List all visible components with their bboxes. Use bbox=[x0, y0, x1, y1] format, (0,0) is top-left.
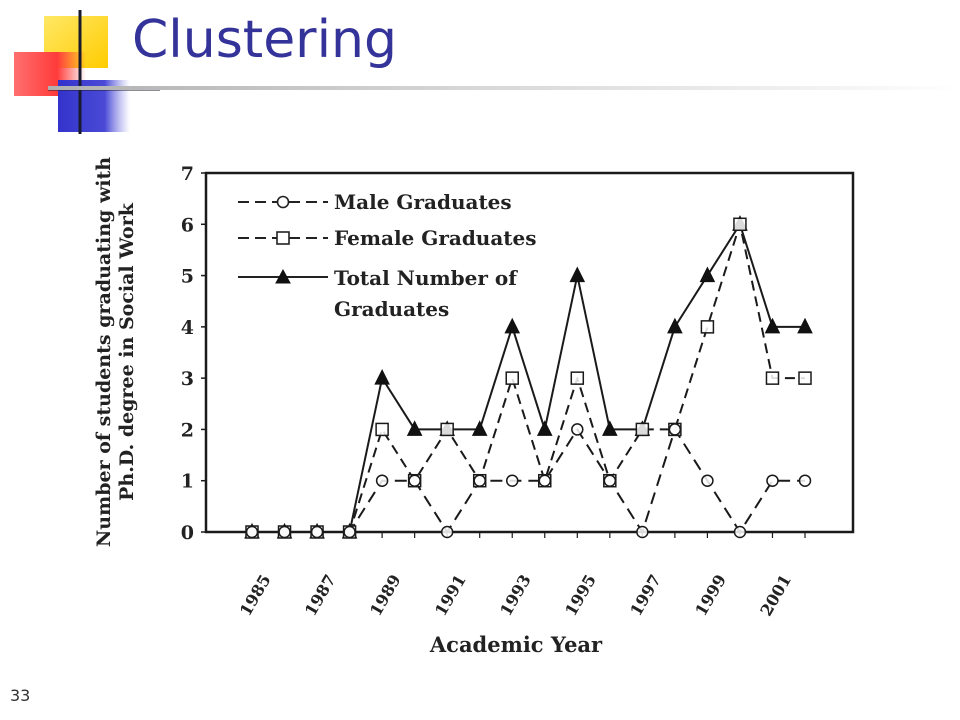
x-tick-label: 1999 bbox=[691, 571, 730, 619]
series-female-line bbox=[252, 223, 805, 533]
total-triangle-marker bbox=[699, 266, 716, 283]
male-circle-marker bbox=[668, 423, 682, 436]
y-axis-label-line2: Ph.D. degree in Social Work bbox=[116, 202, 138, 501]
x-tick-label: 1991 bbox=[431, 571, 470, 619]
male-circle-marker bbox=[701, 474, 714, 487]
slide-title: Clustering bbox=[132, 10, 397, 70]
legend-item-female: Female Graduates bbox=[238, 226, 537, 250]
y-axis-ticks: 0 1 2 3 4 5 6 7 bbox=[181, 163, 206, 544]
y-tick-label: 1 bbox=[181, 471, 194, 493]
x-tick-label: 1987 bbox=[301, 571, 340, 619]
legend-item-male: Male Graduates bbox=[238, 190, 512, 214]
y-tick-label: 7 bbox=[181, 163, 194, 185]
x-tick-label: 2001 bbox=[756, 571, 795, 619]
slide-number: 33 bbox=[10, 686, 31, 705]
female-square-marker bbox=[635, 422, 650, 437]
legend-total-triangle-marker bbox=[275, 268, 291, 284]
male-circle-marker bbox=[343, 525, 356, 539]
x-tick-label: 1993 bbox=[496, 571, 535, 619]
y-tick-label: 2 bbox=[181, 419, 194, 441]
male-circle-marker bbox=[310, 525, 324, 539]
female-square-marker bbox=[700, 320, 715, 334]
y-tick-label: 4 bbox=[181, 317, 194, 339]
female-square-marker bbox=[798, 371, 812, 385]
male-circle-marker bbox=[766, 474, 779, 487]
female-square-marker bbox=[440, 422, 454, 437]
x-tick-label: 1985 bbox=[236, 571, 275, 619]
y-tick-label: 0 bbox=[181, 522, 194, 544]
male-circle-marker bbox=[571, 423, 584, 436]
legend-male-label: Male Graduates bbox=[334, 190, 512, 214]
female-square-marker bbox=[765, 371, 780, 385]
y-tick-label: 6 bbox=[181, 214, 194, 236]
male-circle-marker bbox=[473, 474, 486, 487]
male-circle-marker bbox=[733, 525, 747, 539]
axis-labels: Number of students graduating with Ph.D.… bbox=[93, 157, 603, 657]
series-male-line bbox=[252, 428, 805, 533]
male-circle-marker bbox=[505, 474, 519, 487]
title-divider bbox=[48, 86, 960, 90]
male-circle-marker bbox=[245, 525, 259, 539]
total-triangle-marker bbox=[504, 317, 521, 334]
legend-total-label-line2: Graduates bbox=[334, 297, 449, 321]
total-triangle-marker bbox=[764, 317, 781, 334]
male-circle-marker bbox=[408, 474, 421, 487]
chart-legend: Male Graduates Female Graduates Total Nu… bbox=[238, 190, 537, 321]
graduates-line-chart: Number of students graduating with Ph.D.… bbox=[93, 157, 855, 657]
female-square-marker bbox=[375, 422, 389, 437]
female-square-marker bbox=[733, 217, 747, 232]
series-male-markers bbox=[245, 423, 812, 539]
y-tick-label: 3 bbox=[181, 368, 194, 390]
plot-area: 0 1 2 3 4 5 6 7 1985 1987 1989 1991 1993 1995 1997 1999… bbox=[181, 163, 855, 619]
x-tick-label: 1989 bbox=[366, 571, 405, 619]
female-square-marker bbox=[570, 371, 585, 385]
total-triangle-marker bbox=[406, 420, 423, 436]
y-axis-label-line1: Number of students graduating with bbox=[93, 157, 115, 547]
x-tick-label: 1995 bbox=[561, 571, 600, 619]
total-triangle-marker bbox=[797, 317, 813, 334]
legend-item-total: Total Number of Graduates bbox=[238, 266, 518, 321]
x-tick-label: 1997 bbox=[626, 571, 665, 619]
total-triangle-marker bbox=[569, 266, 586, 283]
total-triangle-marker bbox=[667, 317, 683, 334]
male-circle-marker bbox=[375, 474, 389, 487]
legend-female-label: Female Graduates bbox=[334, 226, 537, 250]
female-square-marker bbox=[505, 371, 519, 385]
plot-frame bbox=[204, 171, 855, 534]
total-triangle-marker bbox=[536, 420, 553, 436]
x-axis-label: Academic Year bbox=[429, 632, 603, 657]
male-circle-marker bbox=[278, 525, 291, 539]
y-tick-label: 5 bbox=[181, 266, 194, 288]
male-circle-marker bbox=[440, 525, 454, 539]
male-circle-marker bbox=[538, 474, 552, 487]
total-triangle-marker bbox=[602, 420, 618, 436]
legend-male-circle-marker bbox=[276, 195, 290, 209]
chart-container: Number of students graduating with Ph.D.… bbox=[80, 130, 880, 670]
x-axis-ticks: 1985 1987 1989 1991 1993 1995 1997 1999 2001 bbox=[236, 532, 806, 619]
legend-total-label-line1: Total Number of bbox=[334, 266, 518, 290]
male-circle-marker bbox=[636, 525, 649, 539]
male-circle-marker bbox=[603, 474, 617, 487]
total-triangle-marker bbox=[374, 369, 390, 385]
legend-female-square-marker bbox=[276, 231, 290, 245]
total-triangle-marker bbox=[471, 420, 488, 436]
male-circle-marker bbox=[798, 474, 812, 487]
